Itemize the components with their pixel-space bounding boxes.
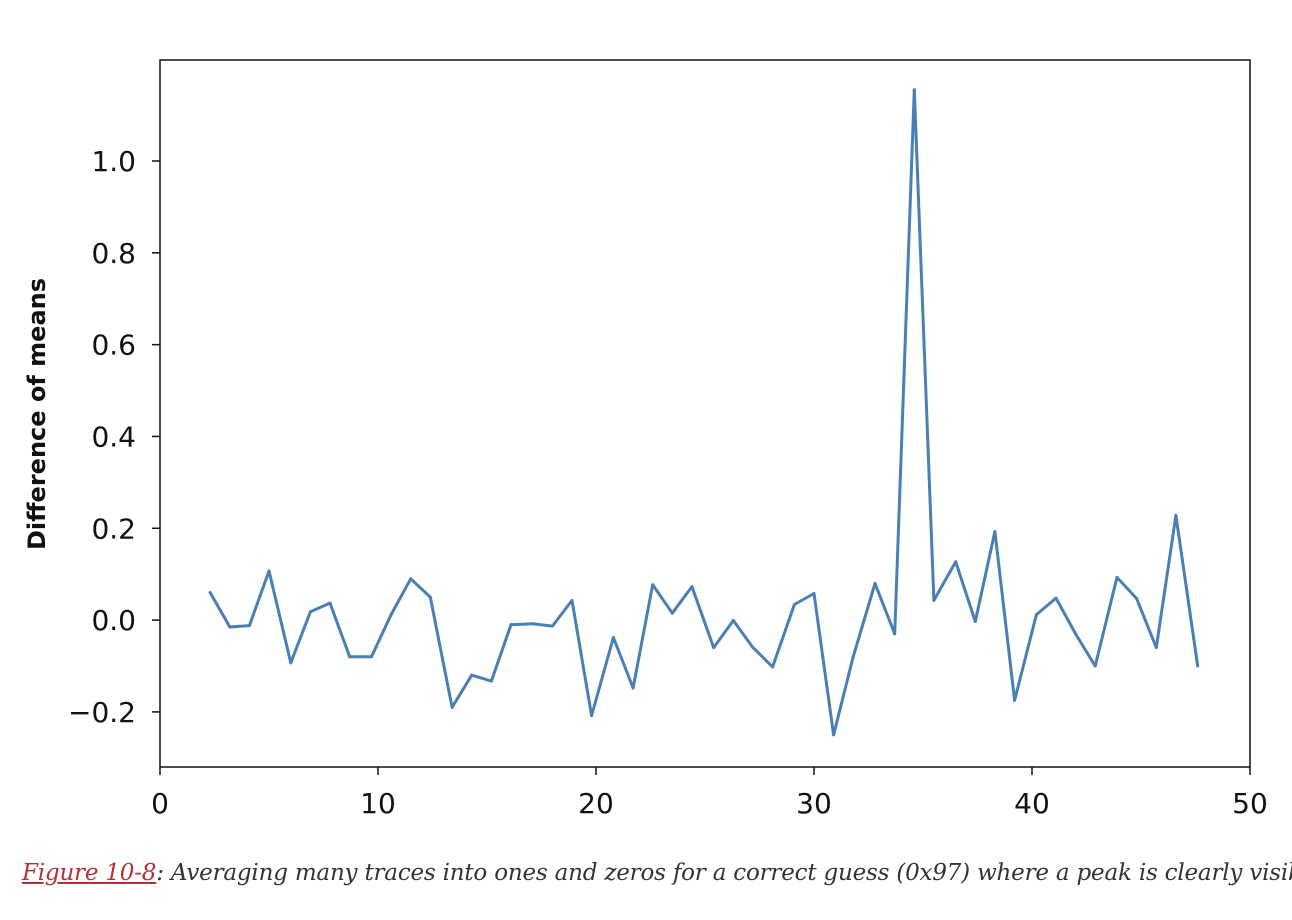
data-point: [912, 88, 916, 92]
data-point: [1135, 597, 1139, 601]
data-point: [1054, 596, 1058, 600]
data-point: [670, 611, 674, 615]
data-point: [531, 622, 535, 626]
data-point: [489, 679, 493, 683]
data-point: [651, 583, 655, 587]
data-point: [570, 598, 574, 602]
y-tick-label: 0.0: [91, 604, 136, 637]
data-point: [731, 619, 735, 623]
data-point: [590, 714, 594, 718]
y-tick-label: 0.8: [91, 237, 136, 270]
data-point: [308, 610, 312, 614]
y-tick-label: 0.6: [91, 329, 136, 362]
x-tick-label: 20: [578, 787, 614, 820]
data-point: [348, 655, 352, 659]
x-tick-label: 40: [1014, 787, 1050, 820]
data-point: [208, 591, 212, 595]
data-point: [509, 623, 513, 627]
data-point: [328, 601, 332, 605]
y-tick-label: −0.2: [68, 696, 136, 729]
data-point: [289, 661, 293, 665]
data-point: [932, 598, 936, 602]
data-point: [470, 673, 474, 677]
data-point: [409, 577, 413, 581]
data-point: [712, 646, 716, 650]
data-point: [550, 624, 554, 628]
data-point: [851, 655, 855, 659]
x-tick-label: 10: [360, 787, 396, 820]
data-point: [751, 646, 755, 650]
data-point: [973, 619, 977, 623]
x-tick-label: 0: [151, 787, 169, 820]
data-point: [1196, 664, 1200, 668]
data-point: [228, 625, 232, 629]
figure-reference-link[interactable]: Figure 10-8: [22, 860, 157, 886]
data-point: [1034, 613, 1038, 617]
plot-frame: [159, 59, 1251, 768]
data-point: [812, 591, 816, 595]
figure-caption: Figure 10-8: Averaging many traces into …: [22, 860, 1292, 886]
data-point: [1174, 513, 1178, 517]
y-axis-label: Difference of means: [23, 278, 51, 550]
x-tick-label: 30: [796, 787, 832, 820]
y-tick-label: 0.4: [91, 420, 136, 453]
data-point: [450, 705, 454, 709]
data-point: [428, 595, 432, 599]
data-point: [792, 602, 796, 606]
caption-text: : Averaging many traces into ones and ze…: [156, 860, 1292, 886]
data-point: [1115, 575, 1119, 579]
line-chart: 0 10 20 30 40 50 −0.2 0.0 0.2 0.4 0.6 0.8 1.0 Diffe…: [23, 59, 1268, 820]
data-point: [771, 665, 775, 669]
data-point: [993, 529, 997, 533]
data-point: [893, 632, 897, 636]
data-point: [267, 569, 271, 573]
data-point: [832, 733, 836, 737]
data-point: [1074, 632, 1078, 636]
data-point: [369, 655, 373, 659]
data-point: [631, 686, 635, 690]
data-point: [247, 624, 251, 628]
y-tick-label: 1.0: [91, 145, 136, 178]
data-point: [954, 560, 958, 564]
series-line: [208, 88, 1200, 737]
x-tick-label: 50: [1232, 787, 1268, 820]
data-point: [690, 585, 694, 589]
data-points: [208, 88, 1200, 737]
data-point: [611, 636, 615, 640]
y-axis: −0.2 0.0 0.2 0.4 0.6 0.8 1.0: [68, 145, 160, 729]
data-point: [1154, 646, 1158, 650]
y-tick-label: 0.2: [91, 512, 136, 545]
data-point: [873, 581, 877, 585]
data-point: [1093, 664, 1097, 668]
x-axis: 0 10 20 30 40 50: [151, 767, 1268, 820]
data-point: [389, 613, 393, 617]
data-point: [1013, 698, 1017, 702]
